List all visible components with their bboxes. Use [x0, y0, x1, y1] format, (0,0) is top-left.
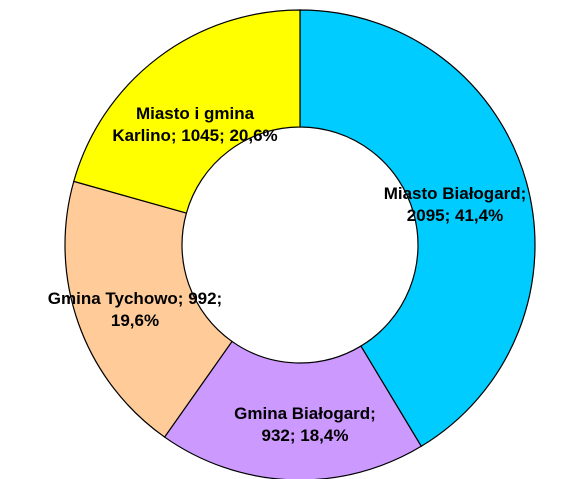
data-label: Gmina Białogard; 932; 18,4%	[234, 404, 376, 445]
donut-slice	[64, 180, 233, 438]
donut-slice	[299, 9, 536, 448]
donut-slice	[73, 9, 301, 214]
data-label: Miasto i gmina Karlino; 1045; 20,6%	[112, 104, 278, 145]
data-label: Gmina Tychowo; 992; 19,6%	[47, 289, 223, 330]
donut-slice	[163, 340, 423, 479]
data-label: Miasto Białogard; 2095; 41,4%	[383, 184, 527, 225]
